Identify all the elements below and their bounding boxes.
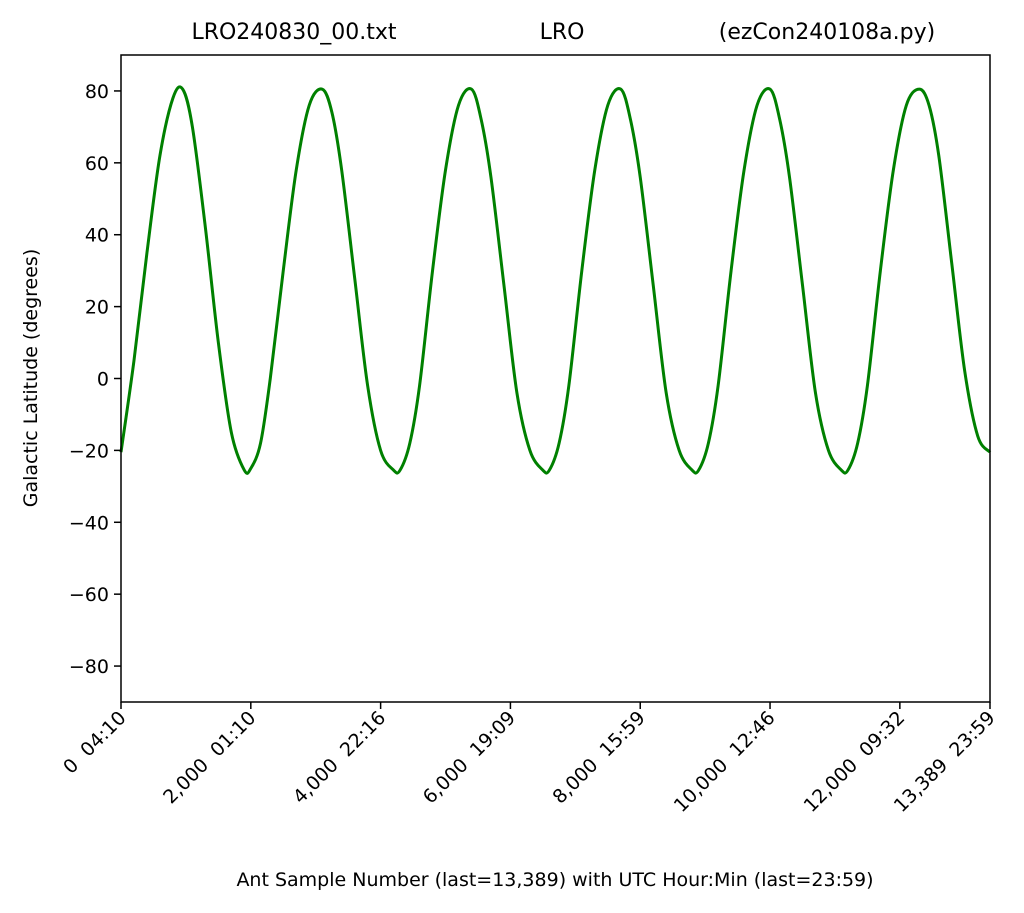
x-tick-label: 10,000 12:46 (670, 707, 780, 817)
plot-frame (120, 54, 991, 703)
x-tick-label: 6,000 19:09 (419, 707, 520, 808)
y-tick-label: 60 (85, 153, 109, 175)
y-tick-label: −40 (69, 512, 109, 534)
x-tick-label: 0 04:10 (59, 707, 130, 778)
y-tick-label: 0 (97, 369, 109, 391)
x-axis-label: Ant Sample Number (last=13,389) with UTC… (236, 869, 873, 891)
y-tick-label: 80 (85, 81, 109, 103)
plot-area (119, 85, 992, 475)
y-tick-label: −60 (69, 584, 109, 606)
y-axis-label: Galactic Latitude (degrees) (20, 249, 42, 508)
y-axis-ticks: 80 60 40 20 0 −20 −40 −60 −80 (69, 81, 121, 678)
y-tick-label: −20 (69, 440, 109, 462)
series-line (119, 85, 992, 475)
x-axis-ticks: 0 04:10 2,000 01:10 4,000 22:16 6,000 19:09… (59, 702, 1000, 817)
chart-title-right: (ezCon240108a.py) (719, 20, 935, 45)
chart-title-left: LRO240830_00.txt (191, 20, 396, 45)
chart-title-center: LRO (540, 20, 585, 45)
x-tick-label: 8,000 15:59 (548, 707, 649, 808)
y-tick-label: −80 (69, 656, 109, 678)
y-tick-label: 20 (85, 297, 109, 319)
y-tick-label: 40 (85, 225, 109, 247)
x-tick-label: 2,000 01:10 (159, 707, 260, 808)
x-tick-label: 4,000 22:16 (289, 707, 390, 808)
